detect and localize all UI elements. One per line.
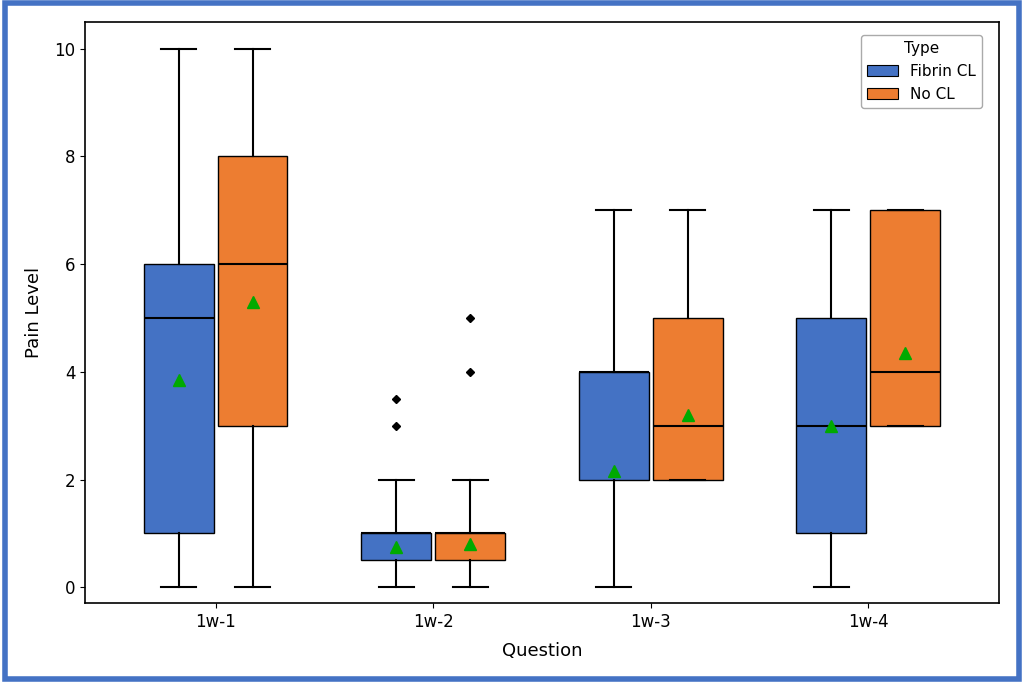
PathPatch shape <box>797 318 866 533</box>
PathPatch shape <box>361 533 431 561</box>
PathPatch shape <box>870 210 940 426</box>
PathPatch shape <box>218 156 288 426</box>
Legend: Fibrin CL, No CL: Fibrin CL, No CL <box>861 35 982 108</box>
PathPatch shape <box>144 264 214 533</box>
PathPatch shape <box>653 318 723 479</box>
Y-axis label: Pain Level: Pain Level <box>26 267 43 358</box>
PathPatch shape <box>579 372 648 479</box>
PathPatch shape <box>435 533 505 561</box>
X-axis label: Question: Question <box>502 642 583 660</box>
